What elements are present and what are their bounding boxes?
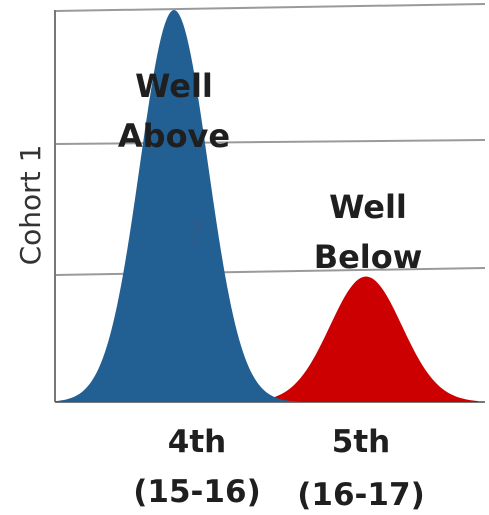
y-axis-label: Cohort 1 (14, 145, 47, 266)
peak-label-blue-line1: Well (135, 67, 213, 105)
series-layer (55, 10, 478, 402)
peak-label-red-line1: Well (329, 188, 407, 226)
question-annotation: ? (187, 216, 204, 251)
series-curve-red (270, 276, 478, 402)
x-tick-5th: 5th (332, 424, 390, 460)
x-tick-4th: 4th (168, 424, 226, 460)
gridline-2 (54, 139, 486, 145)
peak-label-blue-line2: Above (118, 117, 230, 155)
series-curve-blue (55, 10, 300, 402)
x-tick-15-16: (15-16) (133, 474, 260, 510)
peak-label-red-line2: Below (314, 238, 423, 276)
gridline-1 (54, 3, 486, 12)
x-tick-16-17: (16-17) (297, 477, 424, 513)
